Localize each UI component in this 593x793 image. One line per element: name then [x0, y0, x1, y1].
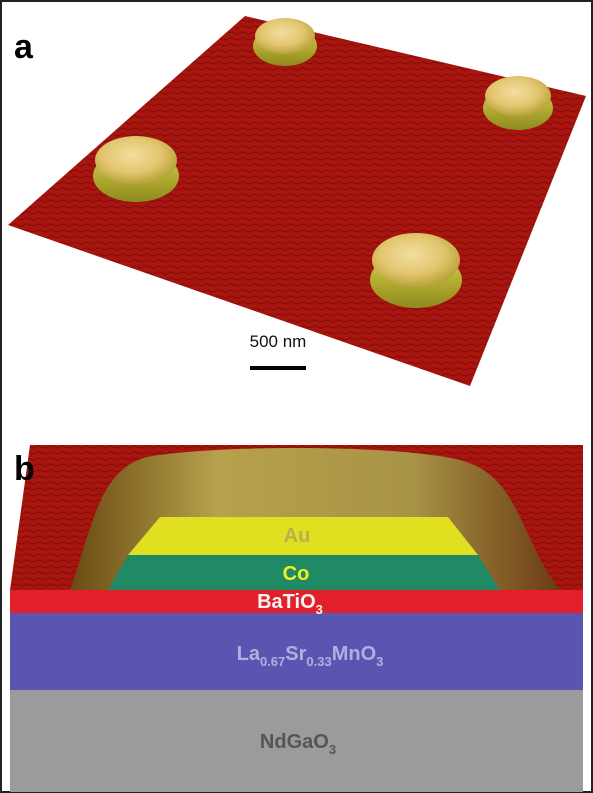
- co-layer: [108, 555, 500, 590]
- subscript: 3: [329, 742, 336, 757]
- formula-part: MnO: [332, 643, 376, 665]
- formula-part: Sr: [285, 643, 306, 665]
- batio3-layer: [10, 590, 583, 613]
- layer-label: La0.67Sr0.33MnO3: [237, 643, 384, 669]
- subscript: 3: [316, 602, 323, 617]
- subscript: 0.67: [260, 654, 285, 669]
- subscript: 3: [376, 654, 383, 669]
- subscript: 0.33: [306, 654, 331, 669]
- layer-label: Au: [284, 525, 311, 547]
- scale-bar-label: 500 nm: [250, 332, 307, 351]
- formula-part: La: [237, 643, 261, 665]
- panel-b: b Au Co BaTiO3 La0.67Sr0.33MnO3 NdGaO3: [10, 445, 583, 792]
- gold-disk: [253, 18, 317, 66]
- formula-part: Co: [283, 563, 310, 585]
- gold-disk: [93, 136, 179, 202]
- lsmo-layer: [10, 613, 583, 690]
- layer-label: NdGaO3: [260, 731, 336, 757]
- gold-disk: [370, 233, 462, 308]
- ndgao3-layer: [10, 690, 583, 792]
- panel-letter: a: [14, 28, 34, 66]
- layer-label: BaTiO3: [257, 591, 323, 617]
- formula-part: BaTiO: [257, 591, 316, 613]
- formula-part: NdGaO: [260, 731, 329, 753]
- layer-label: Co: [283, 563, 310, 585]
- gold-disk: [483, 76, 553, 130]
- panel-letter: b: [14, 450, 35, 488]
- au-layer: [128, 517, 478, 555]
- formula-part: Au: [284, 525, 311, 547]
- panel-a: a 500 nm: [8, 16, 586, 386]
